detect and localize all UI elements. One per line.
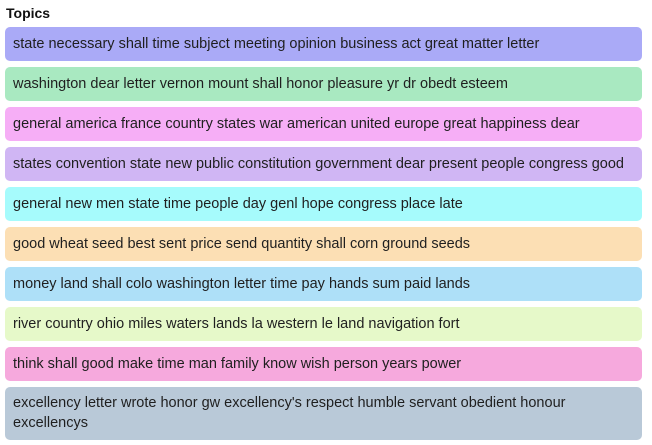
panel-title: Topics [6,5,51,21]
topic-item[interactable]: good wheat seed best sent price send qua… [5,227,642,261]
topic-item[interactable]: washington dear letter vernon mount shal… [5,67,642,101]
topic-item[interactable]: river country ohio miles waters lands la… [5,307,642,341]
topic-item[interactable]: excellency letter wrote honor gw excelle… [5,387,642,440]
topic-list: state necessary shall time subject meeti… [5,27,642,440]
topic-item[interactable]: money land shall colo washington letter … [5,267,642,301]
topic-item[interactable]: think shall good make time man family kn… [5,347,642,381]
topic-item[interactable]: state necessary shall time subject meeti… [5,27,642,61]
topic-item[interactable]: general america france country states wa… [5,107,642,141]
topic-item[interactable]: states convention state new public const… [5,147,642,181]
topic-item[interactable]: general new men state time people day ge… [5,187,642,221]
